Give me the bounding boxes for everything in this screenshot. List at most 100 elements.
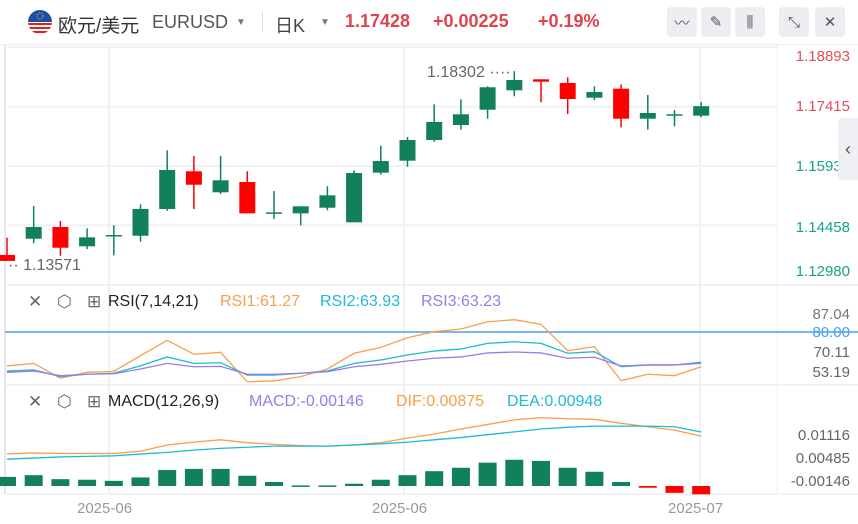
macd-histogram-bar <box>265 482 283 486</box>
macd-histogram-bar <box>398 475 417 486</box>
rsi2-value: RSI2:63.93 <box>320 293 401 310</box>
candle-body <box>506 79 523 91</box>
divider <box>262 12 263 32</box>
rsi3-line <box>6 351 702 377</box>
candle-body <box>479 87 496 110</box>
price-axis-label: 1.12980 <box>795 263 850 280</box>
macd-histogram-bar <box>318 485 337 487</box>
macd-histogram-bar <box>532 460 550 486</box>
candle-body <box>266 212 282 214</box>
macd-histogram-bar <box>478 462 497 486</box>
candle-body <box>0 254 15 261</box>
chart-header: 欧元/美元 EURUSD ▼ 日K ▼ 1.17428 +0.00225 +0.… <box>0 0 858 45</box>
low-annotation: ·· 1.13571 <box>8 257 81 274</box>
candle-body <box>533 79 549 82</box>
candle-body <box>613 88 630 119</box>
chevron-down-icon[interactable]: ▼ <box>236 17 246 28</box>
rsi-axis-label: 70.11 <box>813 344 850 361</box>
price-axis-label: 1.15936 <box>795 158 850 175</box>
rsi-axis-label: 53.19 <box>812 364 850 381</box>
macd-value: MACD:-0.00146 <box>249 393 364 410</box>
macd-histogram-bar <box>184 468 203 486</box>
price-axis-label: 1.14458 <box>795 219 850 236</box>
macd-axis-label: 0.00485 <box>795 450 850 467</box>
collapse-button[interactable]: ⤡ <box>779 7 809 37</box>
macd-axis-label: 0.01116 <box>798 427 850 444</box>
close-button[interactable]: ✕ <box>815 7 845 37</box>
price-axis-label: 1.17415 <box>795 98 850 115</box>
macd-histogram-bar <box>158 470 177 486</box>
candle-body <box>239 182 256 214</box>
remove-indicator-icon[interactable]: ✕ <box>28 392 43 411</box>
price-change: +0.00225 <box>433 11 509 31</box>
price-change-pct: +0.19% <box>538 11 600 31</box>
date-label: 2025-06 <box>372 500 428 517</box>
dif-value: DIF:0.00875 <box>396 393 485 410</box>
macd-histogram-bar <box>558 467 577 486</box>
pair-name[interactable]: 欧元/美元 <box>58 16 140 37</box>
macd-histogram-bar <box>211 468 230 486</box>
symbol-selector[interactable]: EURUSD <box>152 12 229 32</box>
price-axis-label: 1.18893 <box>795 48 850 65</box>
settings-gear-icon[interactable]: ⬡ <box>57 292 72 311</box>
rsi1-value: RSI1:61.27 <box>220 293 301 310</box>
candle-body <box>79 237 96 247</box>
rsi-axis-label: 80.00 <box>812 324 850 341</box>
candle-body <box>52 227 69 248</box>
rsi2-line <box>6 341 702 378</box>
candle-body <box>132 209 149 236</box>
candle-type-button[interactable]: ⫼ <box>735 7 765 37</box>
candle-body <box>559 82 576 99</box>
dif-line <box>6 416 702 455</box>
candle-body <box>372 161 389 173</box>
candle-body <box>185 171 202 185</box>
macd-histogram-bar <box>291 485 310 487</box>
close-icon: ✕ <box>823 14 837 31</box>
indicator-icon: 〰 <box>674 14 690 32</box>
macd-histogram-bar <box>665 486 684 493</box>
candle-body <box>105 235 122 237</box>
settings-gear-icon[interactable]: ⬡ <box>57 392 72 411</box>
macd-histogram-bar <box>425 471 444 486</box>
remove-indicator-icon[interactable]: ✕ <box>28 292 43 311</box>
macd-histogram-bar <box>612 482 631 486</box>
macd-histogram-bar <box>131 477 150 486</box>
macd-axis-label: -0.00146 <box>790 473 850 490</box>
candle-body <box>159 170 176 210</box>
chevron-left-icon: ‹ <box>845 138 851 159</box>
candle-body <box>212 180 229 193</box>
candle-body <box>399 139 416 161</box>
macd-histogram-bar <box>371 479 390 486</box>
macd-histogram-bar <box>78 479 97 486</box>
macd-histogram-bar <box>585 471 604 486</box>
high-value: 1.18302 <box>427 64 485 81</box>
macd-histogram-bar <box>24 475 43 486</box>
chevron-down-icon[interactable]: ▼ <box>320 17 330 28</box>
candle-body <box>292 206 309 214</box>
macd-histogram-bar <box>104 480 123 486</box>
macd-histogram-bar <box>505 459 524 486</box>
candle-body <box>666 114 683 116</box>
date-label: 2025-06 <box>77 500 133 517</box>
dea-value: DEA:0.00948 <box>507 393 603 410</box>
dea-line <box>6 425 702 460</box>
candle-body <box>319 195 336 208</box>
candle-body <box>346 173 363 223</box>
date-label: 2025-07 <box>668 500 724 517</box>
draw-button[interactable]: ✎ <box>701 7 731 37</box>
macd-histogram-bar <box>238 475 257 486</box>
candle-body <box>25 227 42 239</box>
period-selector[interactable]: 日K <box>275 16 306 36</box>
indicator-button[interactable]: 〰 <box>667 7 697 37</box>
last-price: 1.17428 <box>345 11 411 31</box>
add-indicator-icon[interactable]: ⊞ <box>87 392 102 411</box>
candle-body <box>586 92 603 98</box>
draw-icon: ✎ <box>709 14 723 31</box>
macd-histogram-bar <box>692 486 711 495</box>
candle-body <box>693 106 710 116</box>
add-indicator-icon[interactable]: ⊞ <box>87 292 102 311</box>
side-panel-toggle[interactable]: ‹ <box>838 118 858 180</box>
rsi-title: RSI(7,14,21) <box>108 293 199 310</box>
high-annotation: 1.18302 ···· <box>427 64 511 81</box>
